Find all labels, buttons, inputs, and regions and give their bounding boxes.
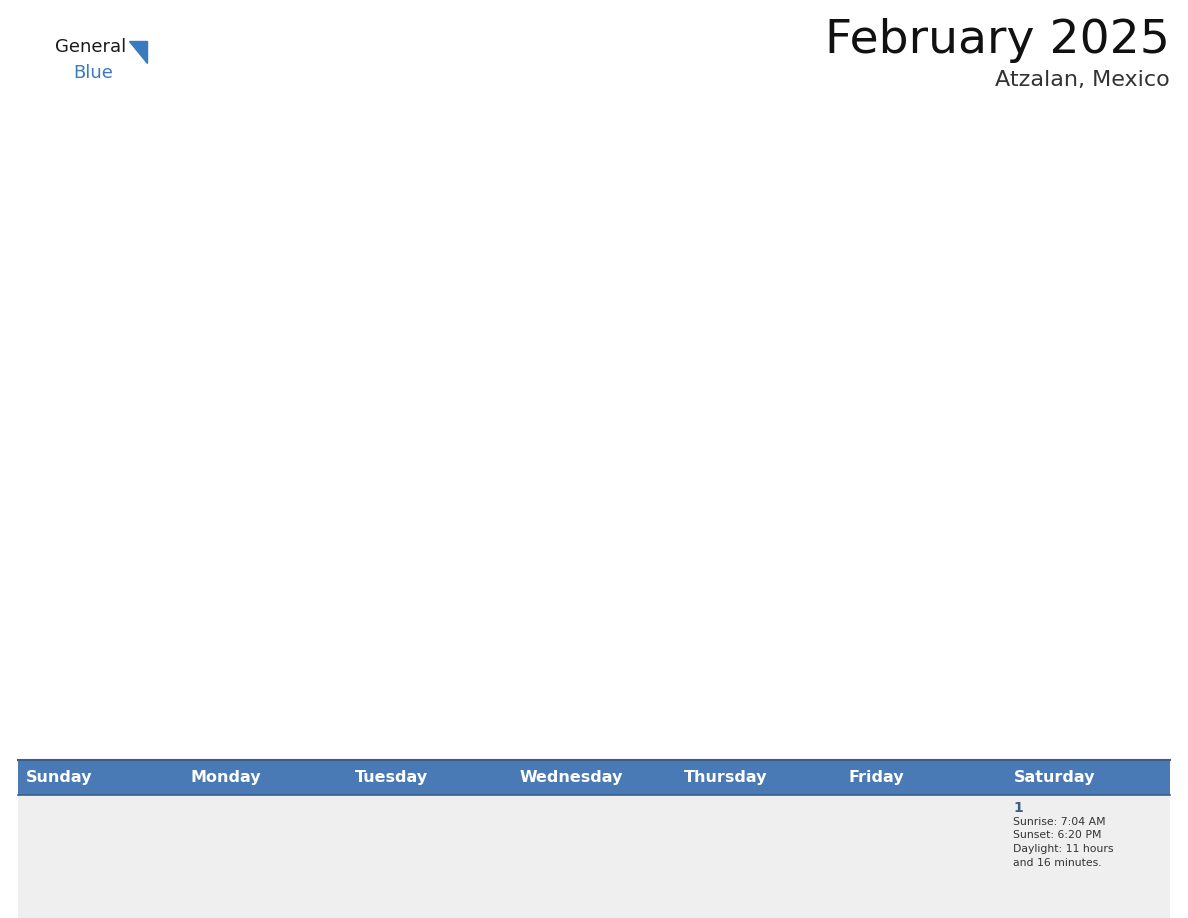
Text: Sunset: 6:20 PM: Sunset: 6:20 PM [1013,831,1102,841]
Bar [512,760,676,795]
Text: Daylight: 11 hours: Daylight: 11 hours [1013,844,1114,854]
Text: Sunrise: 7:04 AM: Sunrise: 7:04 AM [1013,817,1106,827]
Bar [183,760,347,795]
Bar [841,760,1005,795]
Text: General: General [55,38,126,56]
Bar [676,760,841,795]
Text: Atzalan, Mexico: Atzalan, Mexico [996,70,1170,90]
Text: Wednesday: Wednesday [519,770,623,785]
Text: Monday: Monday [190,770,261,785]
Text: and 16 minutes.: and 16 minutes. [1013,857,1102,868]
Text: 1: 1 [1013,801,1023,815]
Text: Sunday: Sunday [26,770,93,785]
Text: Tuesday: Tuesday [355,770,428,785]
Text: Friday: Friday [849,770,904,785]
Text: Thursday: Thursday [684,770,767,785]
Polygon shape [129,41,147,63]
Bar [1005,760,1170,795]
Bar [18,795,1170,918]
Text: Blue: Blue [72,64,113,82]
Text: February 2025: February 2025 [826,18,1170,63]
Bar [347,760,512,795]
Bar [18,760,183,795]
Text: Saturday: Saturday [1013,770,1095,785]
